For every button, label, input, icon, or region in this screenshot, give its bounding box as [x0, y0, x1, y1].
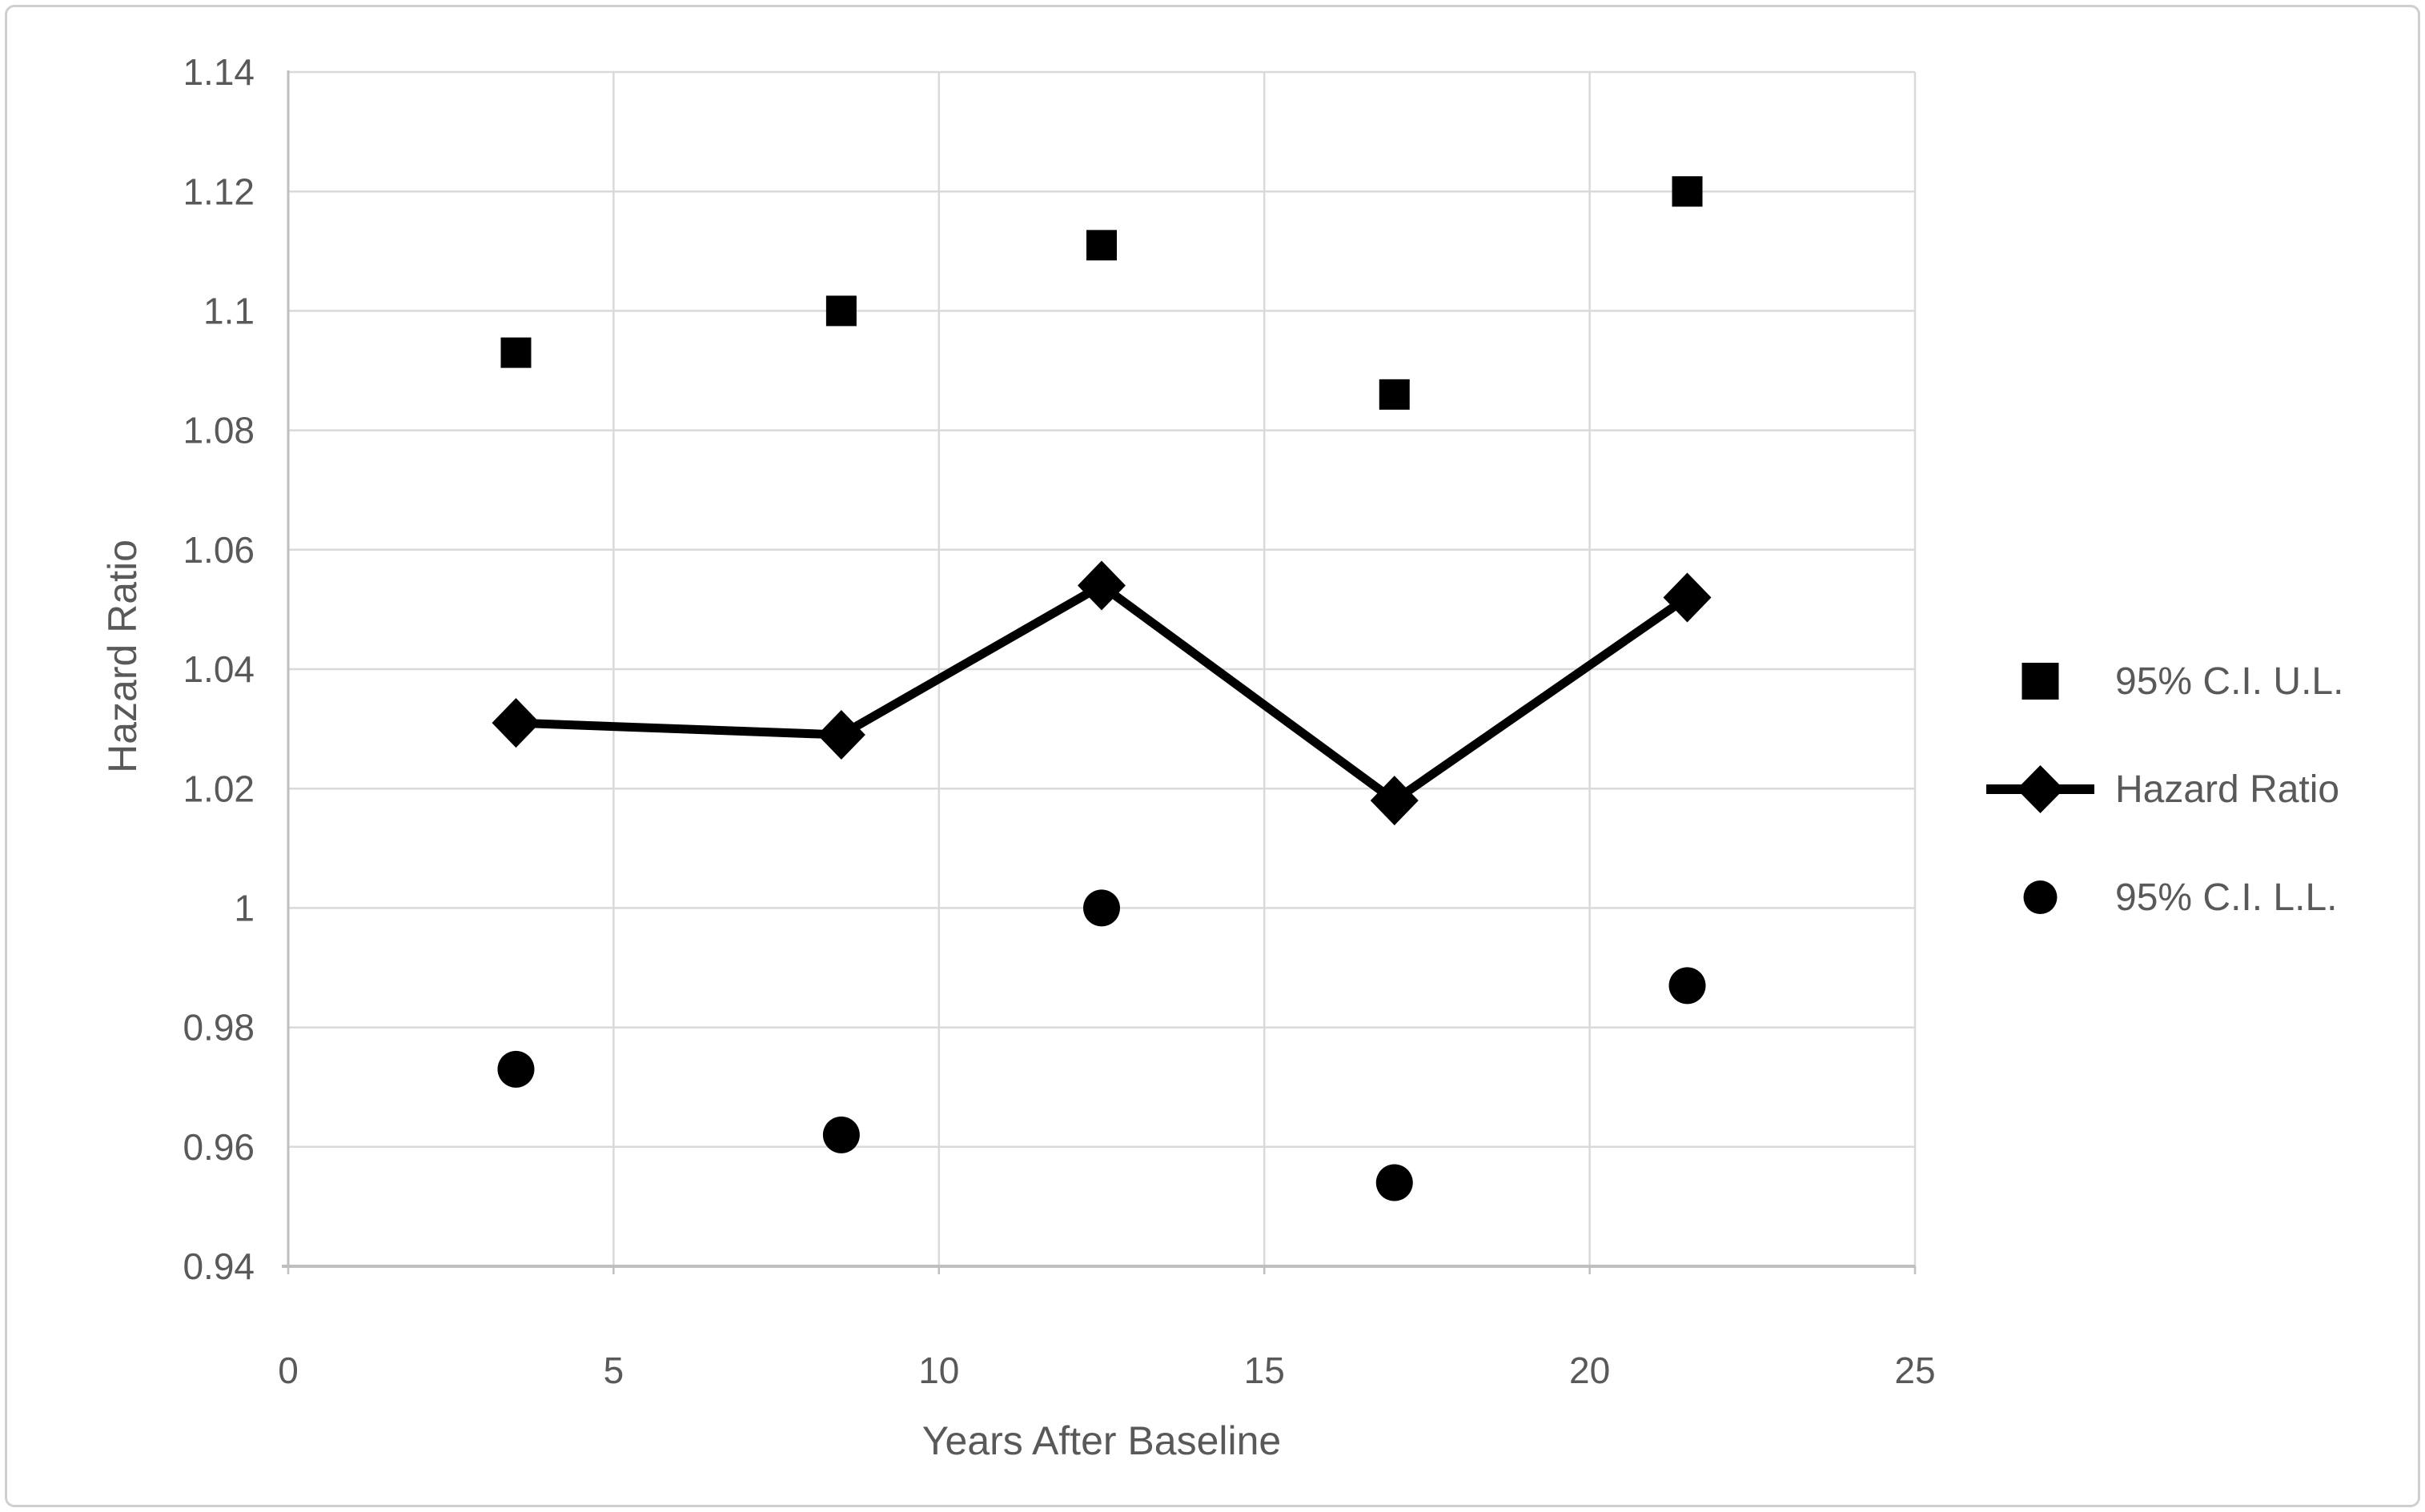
y-tick-label: 1.06 — [183, 529, 255, 571]
x-tick-label: 5 — [604, 1350, 624, 1391]
data-point-square — [500, 337, 532, 368]
data-point-square — [1379, 379, 1410, 410]
x-axis-title: Years After Baseline — [921, 1418, 1282, 1463]
data-point-diamond — [1663, 572, 1712, 623]
diamond-line-marker-icon — [1986, 761, 2094, 817]
circle-marker-icon — [1986, 869, 2094, 925]
legend: 95% C.I. U.L. Hazard Ratio 95% C.I. L.L. — [1986, 645, 2343, 933]
legend-label-hazard-ratio: Hazard Ratio — [2115, 768, 2340, 811]
data-point-circle — [822, 1116, 860, 1153]
y-tick-label: 1.02 — [183, 768, 255, 809]
y-tick-label: 0.94 — [183, 1245, 255, 1287]
legend-label-ci-lower: 95% C.I. L.L. — [2115, 876, 2338, 919]
data-point-diamond — [817, 710, 865, 760]
square-marker-icon — [1986, 653, 2094, 709]
data-point-square — [1672, 176, 1703, 207]
y-tick-label: 1.14 — [183, 51, 255, 93]
x-tick-label: 25 — [1894, 1350, 1935, 1391]
y-tick-label: 1.04 — [183, 648, 255, 690]
x-tick-label: 15 — [1244, 1350, 1285, 1391]
legend-label-ci-upper: 95% C.I. U.L. — [2115, 660, 2344, 703]
data-point-diamond — [1370, 776, 1419, 826]
data-point-square — [1086, 230, 1117, 261]
x-tick-label: 10 — [918, 1350, 959, 1391]
legend-item-hazard-ratio: Hazard Ratio — [1986, 753, 2343, 825]
y-tick-label: 1.12 — [183, 170, 255, 212]
y-tick-label: 1.1 — [203, 291, 255, 332]
y-axis-title: Hazard Ratio — [100, 539, 145, 773]
data-point-circle — [497, 1050, 535, 1088]
y-tick-label: 1 — [234, 888, 255, 929]
data-point-diamond — [492, 698, 540, 748]
y-tick-label: 0.96 — [183, 1126, 255, 1168]
data-point-square — [825, 295, 857, 327]
x-tick-label: 20 — [1569, 1350, 1610, 1391]
data-point-circle — [1083, 889, 1120, 927]
legend-item-ci-lower: 95% C.I. L.L. — [1986, 861, 2343, 933]
data-point-diamond — [1078, 560, 1126, 611]
y-tick-label: 0.98 — [183, 1007, 255, 1049]
x-tick-label: 0 — [278, 1350, 299, 1391]
y-tick-label: 1.08 — [183, 410, 255, 451]
legend-item-ci-upper: 95% C.I. U.L. — [1986, 645, 2343, 717]
data-point-circle — [1668, 967, 1706, 1005]
data-point-circle — [1375, 1164, 1413, 1201]
hazard-ratio-line — [511, 581, 1692, 805]
